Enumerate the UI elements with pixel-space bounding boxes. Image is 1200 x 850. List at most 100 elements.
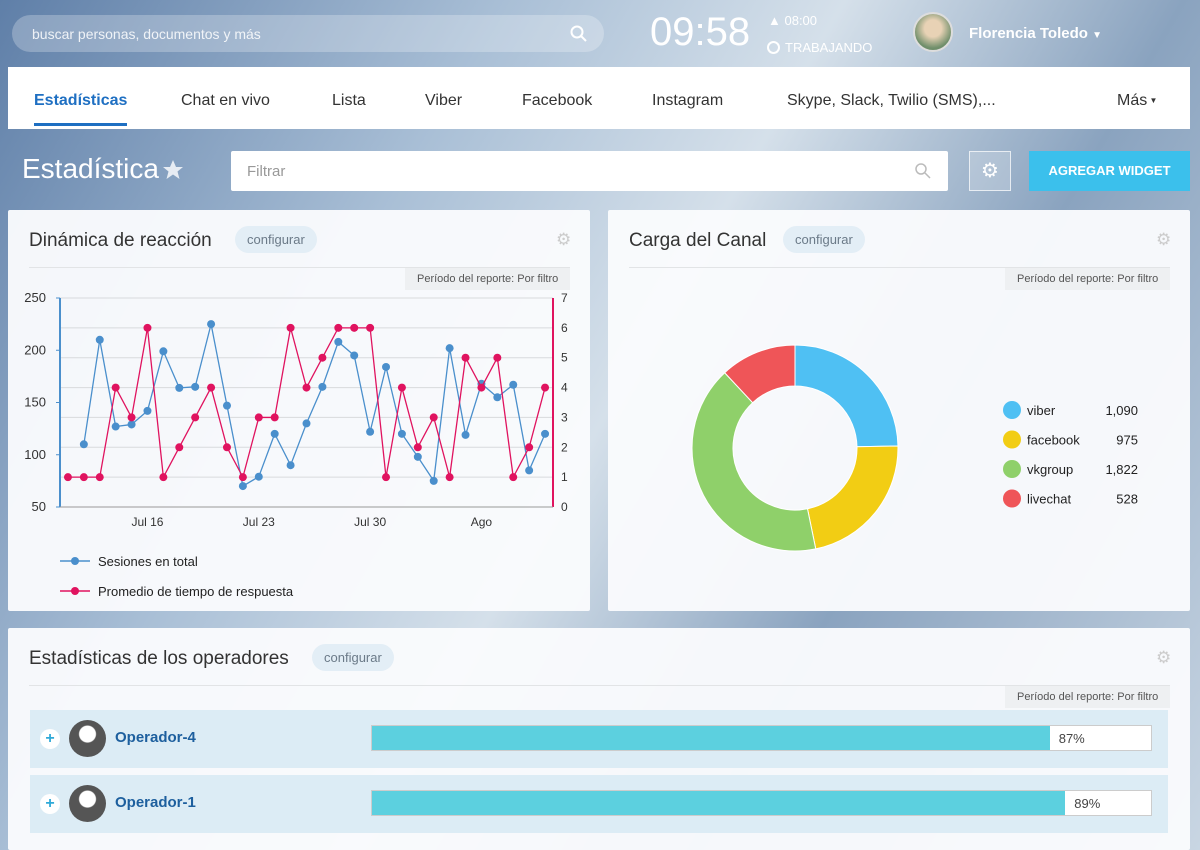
settings-button[interactable]: ⚙ (969, 151, 1011, 191)
gear-icon[interactable]: ⚙ (1156, 230, 1172, 249)
legend-value: 1,822 (1105, 462, 1138, 477)
point (222, 401, 231, 410)
add-widget-button[interactable]: AGREGAR WIDGET (1029, 151, 1190, 191)
y2-tick-label: 0 (561, 500, 568, 514)
y2-tick-label: 2 (561, 440, 568, 454)
legend-label: vkgroup (1027, 462, 1073, 477)
point (366, 427, 375, 436)
search-bar[interactable]: buscar personas, documentos y más (12, 15, 604, 52)
donut-slice (794, 344, 899, 448)
nav-more[interactable]: Más ▼ (1117, 92, 1157, 110)
nav-tab[interactable]: Lista (332, 92, 366, 109)
progress-bar (372, 791, 1066, 815)
point (286, 461, 295, 470)
nav-tab[interactable]: Viber (425, 92, 463, 109)
user-menu[interactable]: Florencia Toledo ▼ (969, 25, 1102, 42)
point (127, 413, 136, 422)
point (318, 382, 327, 391)
alarm-time: 08:00 (784, 13, 818, 28)
point (79, 473, 88, 482)
configure-button[interactable]: configurar (235, 226, 317, 253)
legend-label: facebook (1027, 433, 1080, 448)
donut-slice (691, 372, 817, 552)
filter-icon (915, 163, 931, 179)
y-tick-label: 100 (24, 447, 46, 462)
legend-value: 528 (1116, 492, 1138, 507)
point (350, 323, 359, 332)
point (334, 323, 343, 332)
point (318, 353, 327, 362)
point (222, 443, 231, 452)
point (207, 320, 216, 329)
alarm: ▲ 08:00 (768, 13, 817, 28)
legend-label: Promedio de tiempo de respuesta (98, 584, 294, 599)
legend-marker (1003, 401, 1021, 419)
progress-label: 87% (1058, 731, 1085, 746)
alarm-icon: ▲ (768, 13, 785, 28)
point (143, 323, 152, 332)
point (461, 430, 470, 439)
point (143, 406, 152, 415)
status-icon (767, 41, 780, 54)
widget-title: Dinámica de reacción (29, 230, 212, 251)
point (541, 383, 550, 392)
status[interactable]: TRABAJANDO (767, 40, 872, 55)
nav-tab[interactable]: Chat en vivo (181, 92, 270, 109)
y2-tick-label: 4 (561, 381, 568, 395)
widget: Dinámica de reacción configurar ⚙ Períod… (8, 210, 590, 611)
period-label: Período del reporte: Por filtro (1005, 686, 1171, 708)
x-tick-label: Jul 30 (354, 515, 386, 529)
point (254, 472, 263, 481)
nav-tab[interactable]: Facebook (522, 92, 593, 109)
operator-name[interactable]: Operador-1 (115, 794, 196, 811)
avatar[interactable] (913, 12, 953, 52)
point (159, 347, 168, 356)
divider (629, 267, 1170, 268)
progress-bar (372, 726, 1050, 750)
widget: Carga del Canal configurar ⚙ Período del… (608, 210, 1190, 611)
progress-track: 87% (371, 725, 1152, 751)
star-icon[interactable] (162, 159, 184, 181)
series-line (83, 323, 546, 488)
expand-button[interactable]: + (40, 729, 60, 749)
nav-tab[interactable]: Instagram (652, 92, 724, 109)
expand-button[interactable]: + (40, 794, 60, 814)
point (270, 429, 279, 438)
y-tick-label: 200 (24, 342, 46, 357)
point (461, 353, 470, 362)
operator-avatar (69, 785, 106, 822)
search-placeholder: buscar personas, documentos y más (32, 26, 261, 42)
point (350, 351, 359, 360)
configure-button[interactable]: configurar (783, 226, 865, 253)
gear-icon[interactable]: ⚙ (556, 230, 572, 249)
widget: Estadísticas de los operadores configura… (8, 628, 1190, 850)
filter-input[interactable]: Filtrar (231, 151, 948, 191)
nav-tab[interactable]: Estadísticas (34, 92, 128, 126)
point (525, 466, 534, 475)
point (63, 473, 72, 482)
y2-tick-label: 6 (561, 321, 568, 335)
point (509, 380, 518, 389)
widget-title: Carga del Canal (629, 230, 767, 251)
legend-value: 975 (1116, 433, 1138, 448)
operator-name[interactable]: Operador-4 (115, 729, 196, 746)
page-title: Estadística (22, 153, 159, 184)
progress-label: 89% (1074, 796, 1101, 811)
x-tick-label: Jul 16 (131, 515, 163, 529)
widget-title: Estadísticas de los operadores (29, 648, 289, 669)
nav-bar (8, 67, 1190, 129)
point (493, 353, 502, 362)
gear-icon[interactable]: ⚙ (1156, 648, 1172, 667)
y-tick-label: 50 (32, 499, 46, 514)
divider (29, 685, 1170, 686)
configure-button[interactable]: configurar (312, 644, 394, 671)
y2-tick-label: 5 (561, 351, 568, 365)
point (302, 383, 311, 392)
divider (29, 267, 570, 268)
nav-tab[interactable]: Skype, Slack, Twilio (SMS),... (787, 92, 996, 109)
point (238, 473, 247, 482)
x-tick-label: Jul 23 (243, 515, 275, 529)
x-tick-label: Ago (471, 515, 493, 529)
point (445, 473, 454, 482)
legend-label: livechat (1027, 492, 1071, 507)
